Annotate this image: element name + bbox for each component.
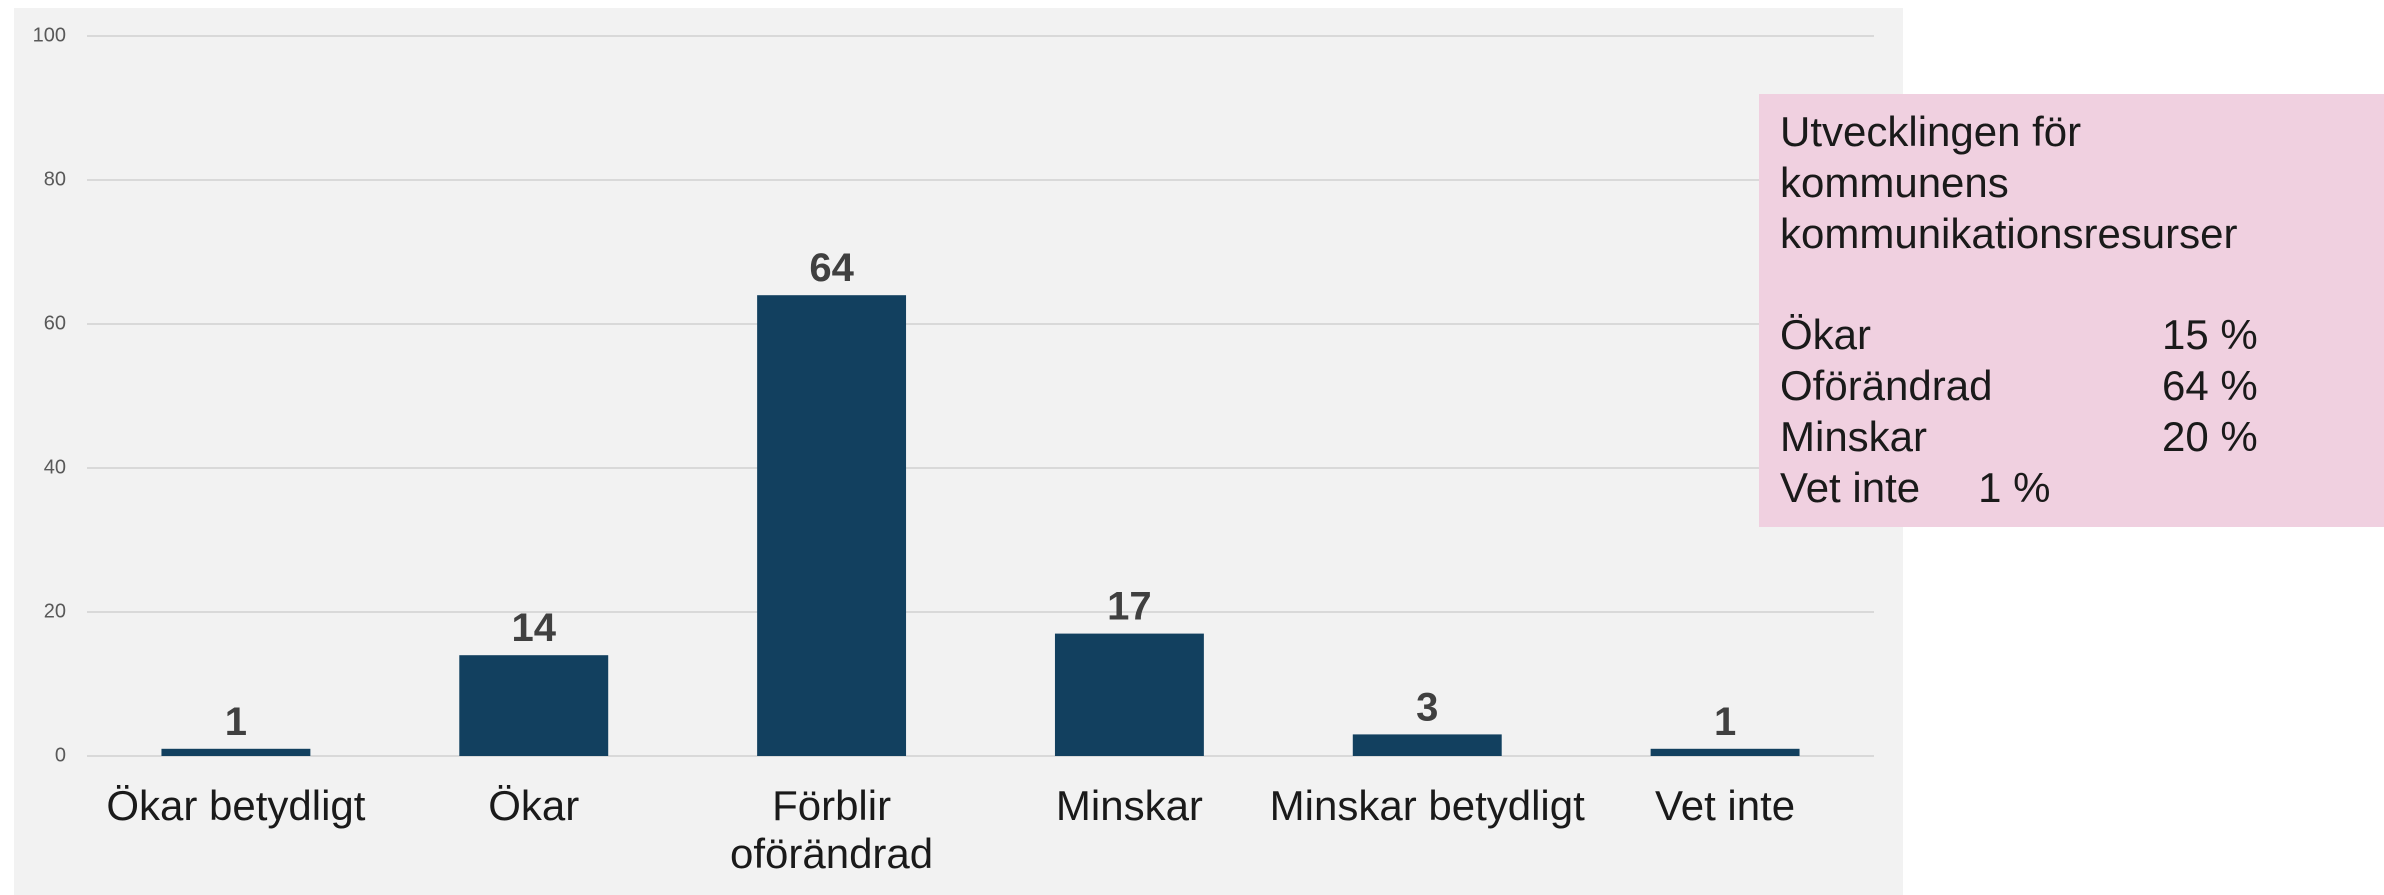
annotation-title: Utvecklingen för: [1780, 108, 2082, 155]
data-label: 14: [512, 606, 557, 650]
y-tick-label: 0: [55, 744, 66, 766]
bar: [1650, 748, 1800, 756]
annotation-value: 15 %: [2162, 311, 2258, 358]
spacer: [1780, 259, 2384, 309]
annotation-box: Utvecklingen för kommunens kommunikationsr…: [1759, 94, 2384, 527]
bar: [757, 295, 907, 756]
annotation-title: kommunikationsresurser: [1780, 210, 2238, 257]
annotation-title: kommunens: [1780, 159, 2009, 206]
annotation-value: 20 %: [2162, 413, 2258, 460]
data-label: 64: [809, 246, 854, 290]
bar: [459, 655, 609, 756]
x-tick-label: Vet inte: [1655, 782, 1796, 829]
data-label: 3: [1416, 685, 1438, 729]
annotation-label: Ökar: [1780, 311, 1872, 358]
x-tick-label: Förblir oförändrad: [729, 782, 934, 877]
bar: [1054, 633, 1204, 756]
annotation-row: Oförändrad 64 %: [1780, 360, 2384, 411]
data-label: 17: [1107, 585, 1152, 629]
annotation-value: 1 %: [1978, 464, 2051, 511]
annotation-row: Ökar 15 %: [1780, 309, 2384, 360]
x-tick-label: Ökar betydligt: [106, 782, 366, 829]
annotation-label: Vet inte: [1780, 464, 1921, 511]
annotation-value: 64 %: [2162, 362, 2258, 409]
annotation-row: Minskar 20 %: [1780, 411, 2384, 462]
y-tick-label: 20: [44, 600, 66, 622]
x-tick-label: Ökar: [488, 782, 580, 829]
y-tick-label: 60: [44, 312, 66, 334]
data-label: 1: [225, 700, 247, 744]
annotation-label: Oförändrad: [1780, 362, 1993, 409]
bar: [161, 748, 311, 756]
bar: [1352, 734, 1502, 756]
x-tick-label: Minskar betydligt: [1269, 782, 1585, 829]
y-tick-label: 40: [44, 456, 66, 478]
annotation-row: Vet inte 1 %: [1780, 462, 2384, 513]
y-tick-label: 100: [33, 24, 66, 46]
annotation-label: Minskar: [1780, 413, 1928, 460]
plot-background: [14, 8, 1903, 895]
y-tick-label: 80: [44, 168, 66, 190]
data-label: 1: [1714, 700, 1736, 744]
x-tick-label: Minskar: [1055, 782, 1203, 829]
